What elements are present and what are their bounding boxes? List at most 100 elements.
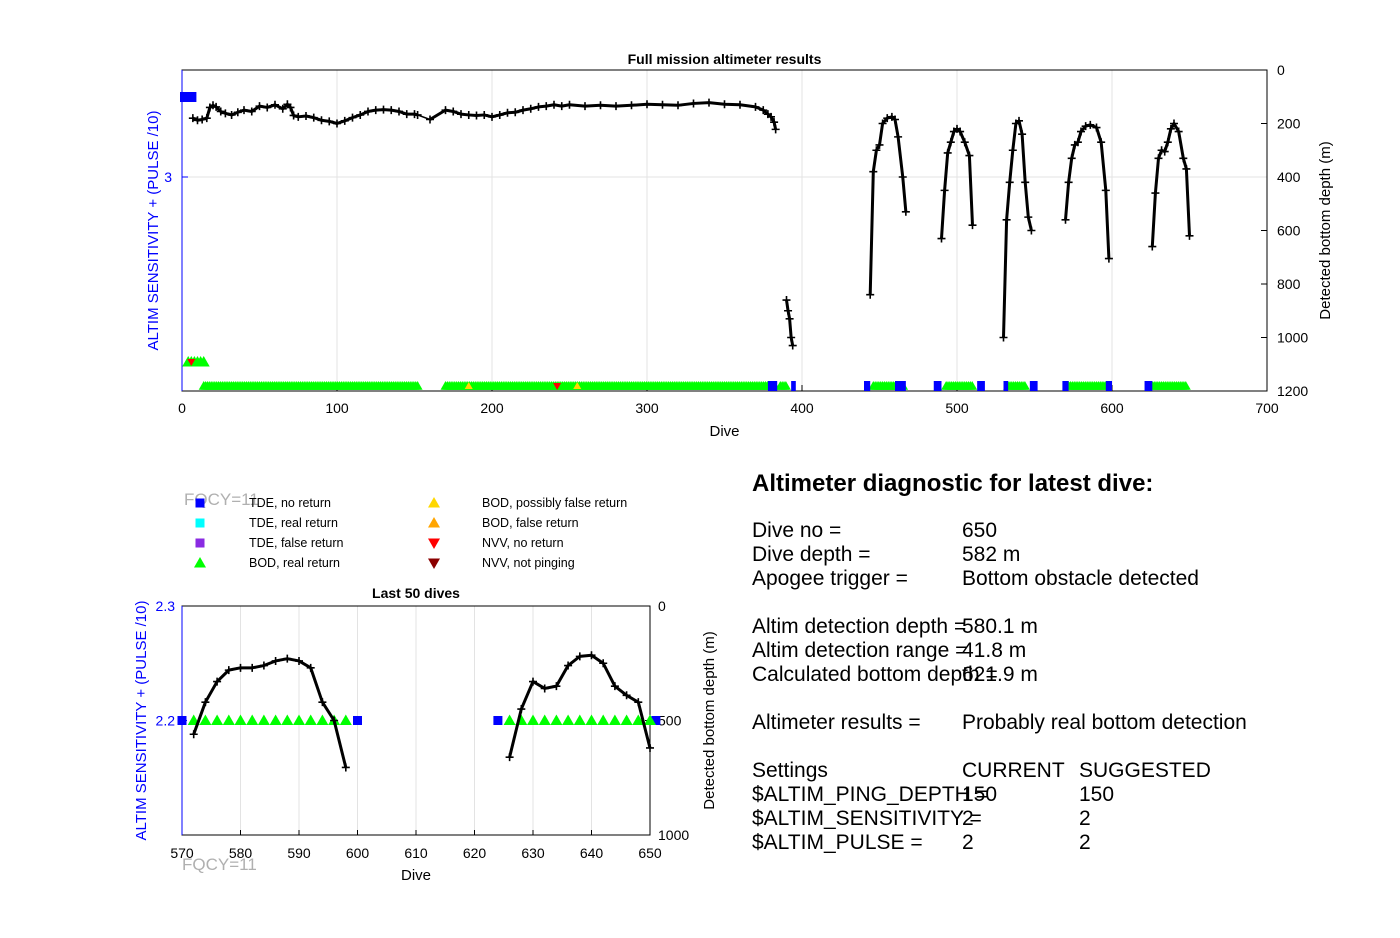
results-label: Altimeter results = [752,711,921,734]
top-x-axis-label: Dive [709,423,739,440]
detect-depth-label: Altim detection depth = [752,615,967,638]
depth-point [901,207,910,216]
top-right-tick-label: 600 [1277,223,1301,239]
depth-point [784,306,793,315]
depth-point [782,296,791,305]
legend-label: BOD, real return [249,556,340,570]
tde-no-return-marker [1062,381,1069,391]
depth-point [940,186,949,195]
bottom-bod-real-return-marker [269,714,282,725]
depth-point [240,106,248,115]
bottom-depth-point [517,705,526,714]
bottom-tde-no-return-marker [493,716,503,725]
top-left-axis-label: ALTIM SENSITIVITY + (PULSE /10) [145,111,162,351]
bottom-x-tick-label: 610 [404,845,428,861]
depth-point [1015,116,1023,125]
depth-point [771,125,780,134]
bottom-depth-point [646,743,654,752]
top-x-tick-label: 0 [178,400,186,416]
depth-point [387,106,396,115]
depth-point [965,151,974,160]
bod-real-return-marker [1019,381,1030,390]
top-x-tick-label: 400 [790,400,814,416]
bod-real-return-marker [1180,381,1191,390]
depth-point [866,290,875,299]
top-x-tick-label: 700 [1255,400,1279,416]
depth-point [221,109,230,118]
bottom-right-tick-label: 0 [658,598,666,614]
depth-point [325,117,334,126]
legend-marker [428,497,440,508]
depth-point [441,106,450,115]
depth-point [188,114,197,123]
depth-point [519,106,527,115]
bottom-depth-point [224,666,233,675]
depth-point [956,127,965,136]
bod-real-return-marker [967,381,978,390]
depth-point [1151,189,1160,198]
depth-point [542,102,551,111]
legend-marker [195,538,205,548]
depth-point [426,115,434,124]
depth-point [278,104,287,113]
bod-possibly-false-marker [464,382,473,389]
bottom-depth-point [564,661,573,670]
depth-point [1086,120,1095,129]
bottom-depth-point [201,698,210,707]
depth-point [1163,138,1172,147]
legend-label: NVV, no return [482,536,564,550]
results-value: Probably real bottom detection [962,711,1247,734]
detect-range-label: Altim detection range = [752,639,968,662]
legend-marker [195,518,205,528]
tde-no-return-marker [895,381,906,391]
depth-point [534,102,543,111]
bottom-bod-real-return-marker [550,714,563,725]
depth-point [1160,147,1169,156]
depth-point [1154,154,1163,163]
bottom-bod-real-return-marker [538,714,551,725]
depth-point [872,146,881,155]
top-x-tick-label: 200 [480,400,504,416]
depth-point [1018,130,1027,139]
depth-point [402,110,411,119]
depth-point [1092,123,1101,132]
top-x-tick-label: 500 [945,400,969,416]
bottom-bod-real-return-marker [620,714,633,725]
depth-bridge-line [417,114,431,121]
bottom-bod-real-return-marker [211,714,224,725]
depth-point [869,167,878,176]
bottom-depth-point [330,716,339,725]
bottom-depth-point [575,652,584,661]
depth-point [227,110,236,119]
bottom-bod-real-return-marker [585,714,598,725]
depth-point [1002,215,1011,224]
depth-point [581,102,589,111]
bottom-bod-real-return-marker [257,714,270,725]
depth-point [946,138,955,147]
bottom-depth-point [306,663,315,672]
depth-point [216,107,225,116]
tde-no-return-marker [767,381,778,391]
depth-point [550,100,558,109]
depth-point [643,100,651,109]
depth-series-line [940,127,974,239]
bottom-depth-point [505,753,514,762]
depth-point [233,108,242,117]
bottom-depth-point [341,763,350,772]
ping-depth-suggested: 150 [1079,783,1115,806]
bottom-depth-point [236,663,245,672]
bottom-depth-point [271,656,280,665]
diagnostic-title: Altimeter diagnostic for latest dive: [752,470,1154,497]
bottom-depth-point [189,730,198,739]
top-right-tick-label: 1200 [1277,383,1308,399]
bottom-bod-real-return-marker [644,714,656,725]
depth-point [247,107,256,116]
top-x-tick-label: 100 [325,400,349,416]
depth-point [1101,186,1110,195]
bottom-depth-point [552,682,561,691]
pulse-suggested: 2 [1079,831,1091,854]
bottom-depth-point [213,677,222,686]
depth-point [449,107,458,116]
depth-point [511,108,520,117]
tde-no-return-marker [977,381,985,391]
